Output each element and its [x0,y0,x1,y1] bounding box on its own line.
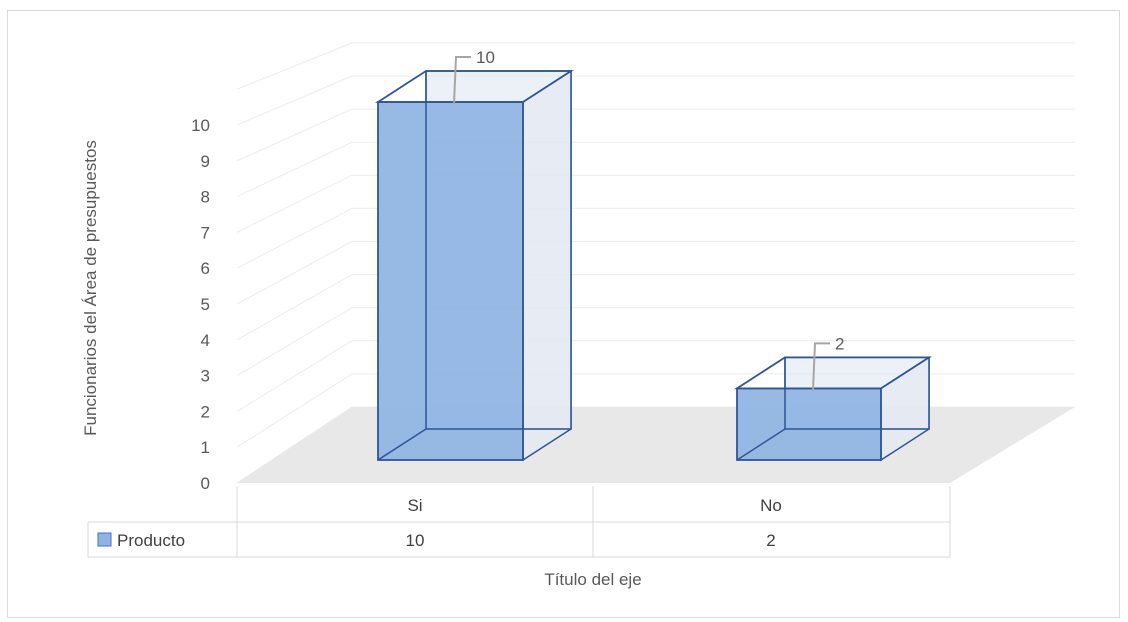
y-tick-label: 4 [201,331,210,350]
table-value-si: 10 [406,531,425,550]
y-tick-label: 5 [201,295,210,314]
gridline [236,174,353,233]
y-tick-label: 8 [201,188,210,207]
bar-side-face [522,69,572,462]
gridline [236,207,353,269]
legend-label: Producto [117,531,185,550]
y-axis-title: Funcionarios del Área de presupuestos [81,140,100,436]
bar-si: 10 [374,48,575,462]
gridline [236,75,353,126]
gridline [236,108,353,162]
bar-front-face [736,387,882,461]
legend-swatch [97,532,112,547]
chart-floor [237,407,1075,483]
data-label: 10 [476,48,495,67]
bar-top-face [374,70,575,103]
data-label-leader [812,342,830,391]
gridline [236,274,353,341]
data-label: 2 [835,334,844,353]
bars: 10 2 [374,48,933,462]
floor [237,407,1075,483]
gridline [236,241,353,305]
table-category-no: No [760,496,782,515]
bar-front-face [377,101,524,461]
gridline [236,340,353,412]
y-tick-label: 9 [201,152,210,171]
y-tick-label: 3 [201,367,210,386]
gridline [236,307,353,377]
y-tick-label: 7 [201,223,210,242]
bar-no: 2 [733,334,933,462]
data-label-leader [453,56,471,105]
y-tick-label: 2 [201,402,210,421]
gridline [236,42,353,90]
data-table: Si No Producto 10 2 [87,486,951,558]
y-tick-label: 0 [201,474,210,493]
table-value-no: 2 [766,531,775,550]
bar-edge [736,428,786,461]
y-tick-label: 6 [201,259,210,278]
bar-edge [377,428,427,461]
y-axis-ticks: 0 1 2 3 4 5 6 7 8 9 10 [191,116,210,493]
x-axis-title: Título del eje [544,570,641,589]
gridline [236,141,353,198]
table-category-si: Si [407,496,422,515]
y-tick-label: 10 [191,116,210,135]
gridline [236,373,353,448]
y-tick-label: 1 [201,438,210,457]
bar-top-face [733,356,933,390]
